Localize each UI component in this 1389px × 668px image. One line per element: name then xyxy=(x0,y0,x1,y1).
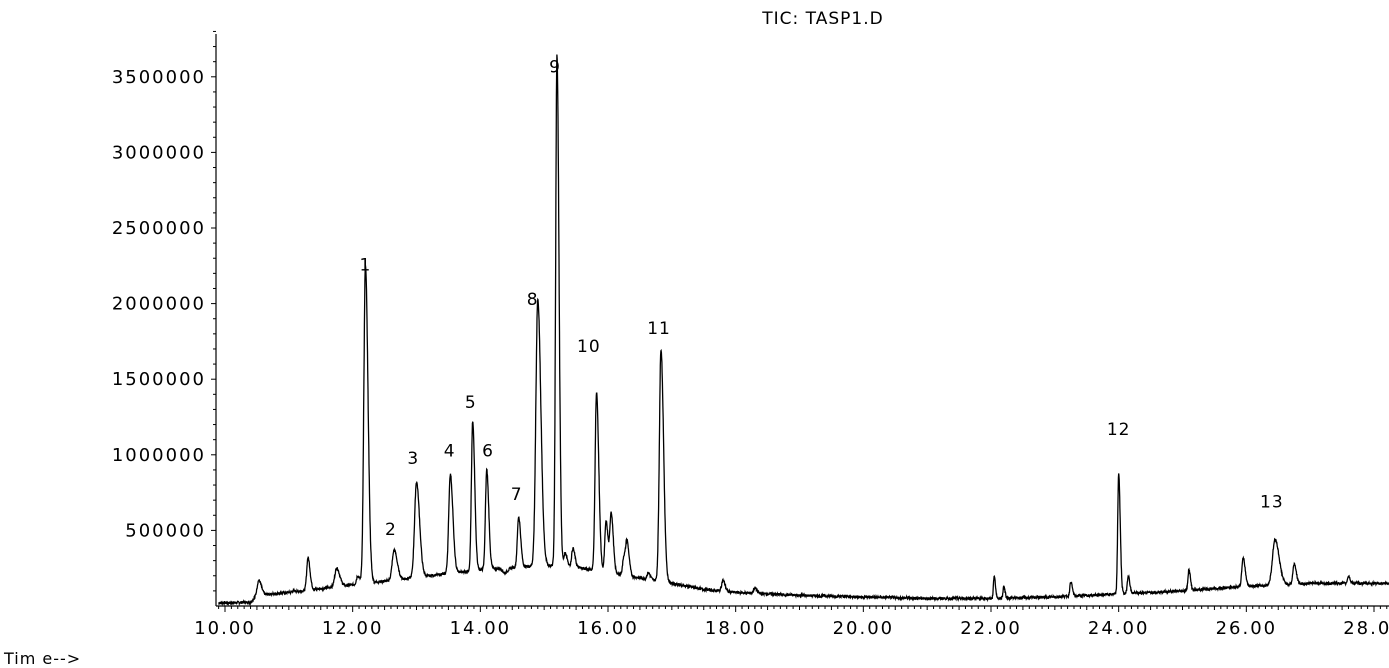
peak-label-12: 12 xyxy=(1107,420,1131,440)
x-tick-label: 18.00 xyxy=(705,618,767,639)
peak-label-13: 13 xyxy=(1260,493,1284,513)
y-tick-label: 1500000 xyxy=(112,369,206,390)
peak-label-5: 5 xyxy=(465,393,477,413)
x-axis-label: Tim e--> xyxy=(3,649,81,668)
y-tick-label: 3000000 xyxy=(112,142,206,163)
x-tick-label: 20.00 xyxy=(833,618,895,639)
tic-trace xyxy=(218,54,1389,607)
peak-label-1: 1 xyxy=(360,255,372,275)
peak-label-11: 11 xyxy=(647,319,671,339)
x-tick-label: 24.00 xyxy=(1088,618,1150,639)
x-tick-label: 26.00 xyxy=(1216,618,1278,639)
x-axis: 10.00 12.00 14.00 16.00 18.00 20.00 22.00 24.00… xyxy=(194,605,1389,639)
y-axis: 500000 1000000 1500000 2000000 2500000 300000… xyxy=(112,30,217,606)
peak-label-2: 2 xyxy=(385,520,397,540)
y-tick-label: 1000000 xyxy=(112,445,206,466)
x-tick-label: 28.00 xyxy=(1343,618,1389,639)
x-tick-label: 16.00 xyxy=(577,618,639,639)
y-tick-label: 3500000 xyxy=(112,67,206,88)
x-tick-label: 22.00 xyxy=(960,618,1022,639)
peak-label-7: 7 xyxy=(511,485,523,505)
peak-label-9: 9 xyxy=(549,57,561,77)
peak-label-8: 8 xyxy=(527,290,539,310)
peak-label-6: 6 xyxy=(482,441,494,461)
x-tick-label: 14.00 xyxy=(450,618,512,639)
x-tick-label: 10.00 xyxy=(194,618,256,639)
x-tick-label: 12.00 xyxy=(322,618,384,639)
peak-label-10: 10 xyxy=(577,337,601,357)
y-tick-label: 500000 xyxy=(125,520,206,541)
y-tick-label: 2500000 xyxy=(112,218,206,239)
y-tick-label: 2000000 xyxy=(112,294,206,315)
chart-title: TIC: TASP1.D xyxy=(761,9,883,29)
peak-label-4: 4 xyxy=(444,441,456,461)
peak-label-3: 3 xyxy=(407,449,419,469)
